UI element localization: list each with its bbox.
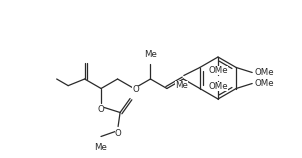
Text: OMe: OMe <box>254 79 274 88</box>
Text: Me: Me <box>144 50 157 59</box>
Text: OMe: OMe <box>208 66 228 75</box>
Text: O: O <box>115 128 121 137</box>
Text: O: O <box>132 85 139 94</box>
Text: OMe: OMe <box>254 68 274 77</box>
Text: Me: Me <box>175 80 188 89</box>
Text: OMe: OMe <box>208 82 228 91</box>
Text: O: O <box>98 104 104 113</box>
Text: Me: Me <box>95 143 108 152</box>
